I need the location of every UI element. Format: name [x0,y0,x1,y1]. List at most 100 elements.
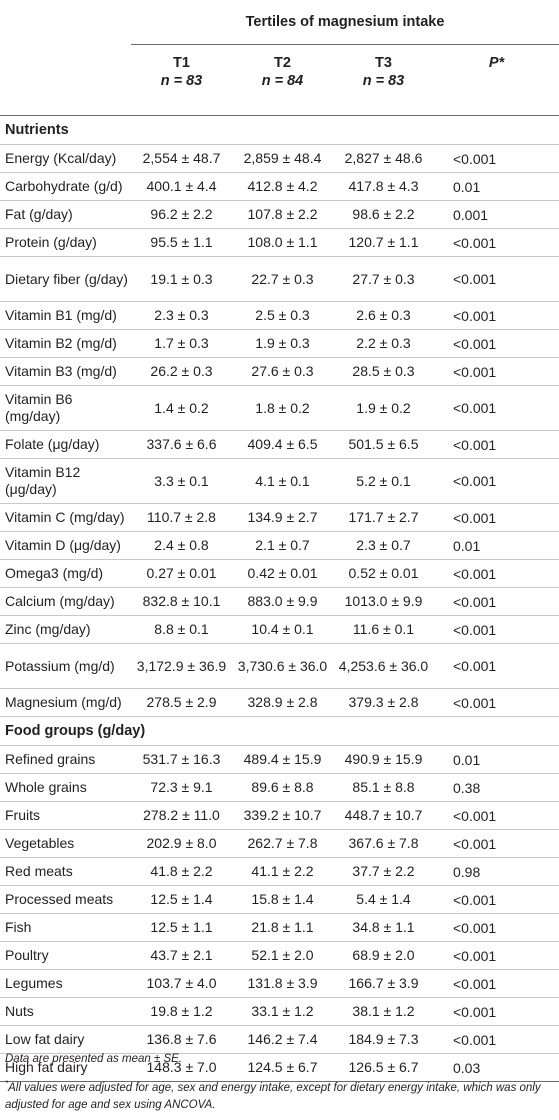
value-t2: 412.8 ± 4.2 [232,172,333,201]
value-t2: 2,859 ± 48.4 [232,144,333,173]
row-label: Potassium (mg/d) [0,643,131,689]
value-t2: 33.1 ± 1.2 [232,997,333,1026]
value-t1: 2.3 ± 0.3 [131,301,232,330]
row-label: Omega3 (mg/d) [0,559,131,588]
row-label: Refined grains [0,745,131,774]
p-value: <0.001 [434,559,559,588]
p-value: 0.03 [434,1053,559,1082]
row-label: Vitamin B3 (mg/d) [0,357,131,386]
value-t3: 2.6 ± 0.3 [333,301,434,330]
value-t3: 171.7 ± 2.7 [333,503,434,532]
row-label: Vitamin B1 (mg/d) [0,301,131,330]
row-label: Fruits [0,801,131,830]
p-value: <0.001 [434,385,559,431]
p-value: <0.001 [434,688,559,717]
header-label-cell [0,44,131,116]
table-row: Nuts 19.8 ± 1.2 33.1 ± 1.2 38.1 ± 1.2 <0.001 [0,997,559,1026]
p-value-header: P* [488,55,505,71]
value-t1: 72.3 ± 9.1 [131,773,232,802]
row-label: Vitamin B2 (mg/d) [0,329,131,358]
value-t1: 41.8 ± 2.2 [131,857,232,886]
footnote-adjustment: *All values were adjusted for age, sex a… [5,1075,557,1114]
p-value: 0.01 [434,172,559,201]
value-t3: 37.7 ± 2.2 [333,857,434,886]
value-t3: 0.52 ± 0.01 [333,559,434,588]
value-t2: 883.0 ± 9.9 [232,587,333,616]
row-label: Fish [0,913,131,942]
row-label: Whole grains [0,773,131,802]
value-t2: 134.9 ± 2.7 [232,503,333,532]
value-t3: 27.7 ± 0.3 [333,256,434,302]
table-row: Magnesium (mg/d) 278.5 ± 2.9 328.9 ± 2.8 37… [0,688,559,717]
value-t1: 12.5 ± 1.1 [131,913,232,942]
table-row: Fat (g/day) 96.2 ± 2.2 107.8 ± 2.2 98.6 ± 2… [0,200,559,229]
value-t3: 166.7 ± 3.9 [333,969,434,998]
value-t2: 108.0 ± 1.1 [232,228,333,257]
p-value: <0.001 [434,503,559,532]
p-value: <0.001 [434,801,559,830]
section-title: Nutrients [5,122,69,138]
table-row: Calcium (mg/day) 832.8 ± 10.1 883.0 ± 9.9 1… [0,587,559,616]
table-row: Vitamin C (mg/day) 110.7 ± 2.8 134.9 ± 2.7… [0,503,559,532]
value-t3: 417.8 ± 4.3 [333,172,434,201]
table-row: Energy (Kcal/day) 2,554 ± 48.7 2,859 ± 48.… [0,144,559,173]
value-t3: 126.5 ± 6.7 [333,1053,434,1082]
column-name: T1 [173,55,190,71]
value-t1: 531.7 ± 16.3 [131,745,232,774]
p-value: <0.001 [434,997,559,1026]
value-t3: 34.8 ± 1.1 [333,913,434,942]
value-t1: 2,554 ± 48.7 [131,144,232,173]
value-t3: 2.2 ± 0.3 [333,329,434,358]
row-label: Legumes [0,969,131,998]
value-t2: 22.7 ± 0.3 [232,256,333,302]
value-t1: 202.9 ± 8.0 [131,829,232,858]
value-t1: 1.7 ± 0.3 [131,329,232,358]
table-row: Vitamin B12 (μg/day) 3.3 ± 0.1 4.1 ± 0.1 5.… [0,458,559,504]
value-t1: 19.1 ± 0.3 [131,256,232,302]
row-label: Energy (Kcal/day) [0,144,131,173]
table-row: Zinc (mg/day) 8.8 ± 0.1 10.4 ± 0.1 11.6 ± 0… [0,615,559,644]
value-t3: 490.9 ± 15.9 [333,745,434,774]
value-t1: 0.27 ± 0.01 [131,559,232,588]
value-t1: 278.2 ± 11.0 [131,801,232,830]
p-value: 0.98 [434,857,559,886]
p-value: <0.001 [434,329,559,358]
row-label: Dietary fiber (g/day) [0,256,131,302]
value-t1: 337.6 ± 6.6 [131,430,232,459]
table-row: Folate (μg/day) 337.6 ± 6.6 409.4 ± 6.5 501… [0,430,559,459]
value-t3: 1.9 ± 0.2 [333,385,434,431]
row-label: Fat (g/day) [0,200,131,229]
value-t1: 136.8 ± 7.6 [131,1025,232,1054]
table-row: High fat dairy 148.3 ± 7.0 124.5 ± 6.7 126.… [0,1053,559,1082]
value-t2: 146.2 ± 7.4 [232,1025,333,1054]
row-label: Low fat dairy [0,1025,131,1054]
magnesium-tertiles-table: Tertiles of magnesium intake T1 n = 83 T… [0,0,559,1082]
value-t1: 12.5 ± 1.4 [131,885,232,914]
value-t2: 52.1 ± 2.0 [232,941,333,970]
value-t3: 120.7 ± 1.1 [333,228,434,257]
table-row: Refined grains 531.7 ± 16.3 489.4 ± 15.9 49… [0,745,559,774]
value-t3: 379.3 ± 2.8 [333,688,434,717]
header-empty-cell [0,0,131,45]
row-label: Folate (μg/day) [0,430,131,459]
value-t1: 103.7 ± 4.0 [131,969,232,998]
p-value: 0.001 [434,200,559,229]
p-value: <0.001 [434,458,559,504]
p-value: <0.001 [434,587,559,616]
value-t3: 68.9 ± 2.0 [333,941,434,970]
value-t3: 28.5 ± 0.3 [333,357,434,386]
value-t1: 8.8 ± 0.1 [131,615,232,644]
p-value: <0.001 [434,969,559,998]
value-t1: 95.5 ± 1.1 [131,228,232,257]
p-value: 0.01 [434,531,559,560]
value-t1: 19.8 ± 1.2 [131,997,232,1026]
row-label: Zinc (mg/day) [0,615,131,644]
p-value: <0.001 [434,643,559,689]
value-t2: 328.9 ± 2.8 [232,688,333,717]
table-body: Nutrients Energy (Kcal/day) 2,554 ± 48.7 2,… [0,116,559,1082]
value-t3: 85.1 ± 8.8 [333,773,434,802]
table-row: Vegetables 202.9 ± 8.0 262.7 ± 7.8 367.6 ± … [0,829,559,858]
table-row: Low fat dairy 136.8 ± 7.6 146.2 ± 7.4 184.9… [0,1025,559,1054]
footnote-marker: * [5,1079,9,1088]
p-value: 0.38 [434,773,559,802]
